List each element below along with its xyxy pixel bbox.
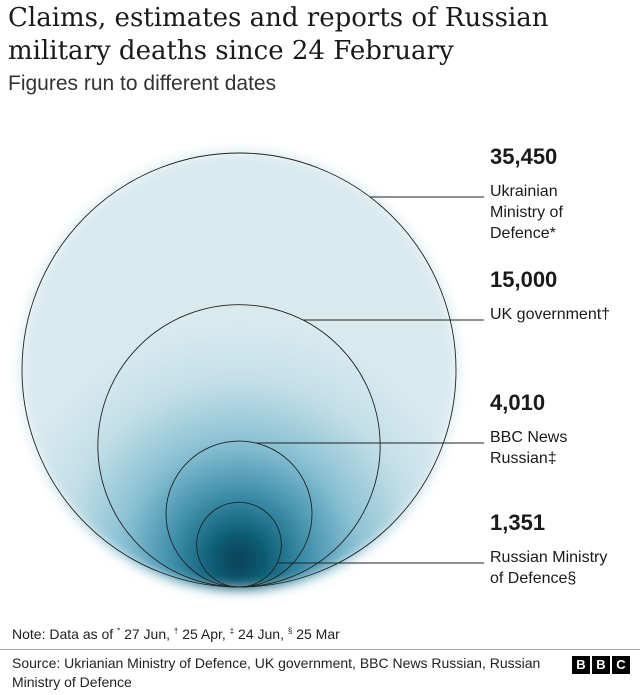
source-text: Source: Ukrianian Ministry of Defence, U… [12, 655, 541, 690]
bbc-logo-letter: B [592, 656, 610, 674]
bbc-logo-letter: C [612, 656, 630, 674]
data-label-value: 4,010 [490, 390, 545, 415]
chart-subtitle: Figures run to different dates [8, 72, 277, 95]
note-date: 27 Jun, [120, 626, 174, 642]
note-date: 25 Apr, [178, 626, 230, 642]
bubble-chart: 35,450 Ukrainian Ministry of Defence* 15,000… [20, 144, 610, 589]
data-label-value: 1,351 [490, 510, 545, 535]
note-mark: ‡ [229, 626, 235, 636]
bbc-logo-letter: B [572, 656, 590, 674]
data-label-source: Russian Ministry [490, 549, 607, 566]
bubble-glow [20, 151, 458, 589]
data-label-source: Defence* [490, 225, 556, 242]
note-mark: † [173, 626, 179, 636]
data-label-source: Ministry of [490, 204, 563, 221]
note-prefix: Note: Data as of [12, 626, 118, 642]
data-label-source: of Defence§ [490, 570, 576, 587]
footer-divider [0, 649, 640, 650]
data-label-source: UK government† [490, 306, 610, 323]
data-label-source: Ukrainian [490, 183, 558, 200]
note-date: 24 Jun, [234, 626, 288, 642]
footnote: Note: Data as of * 27 Jun, † 25 Apr, ‡ 2… [12, 626, 340, 642]
data-label-value: 15,000 [490, 267, 557, 292]
data-label-source: BBC News [490, 429, 567, 446]
data-label-value: 35,450 [490, 144, 557, 169]
bbc-logo: B B C [572, 656, 630, 674]
bubble-3 [196, 501, 282, 588]
chart-title: Claims, estimates and reports of Russian… [8, 3, 549, 66]
note-mark: * [117, 626, 121, 636]
note-date: 25 Mar [292, 626, 340, 642]
note-mark: § [287, 626, 293, 636]
data-label-source: Russian‡ [490, 450, 557, 467]
